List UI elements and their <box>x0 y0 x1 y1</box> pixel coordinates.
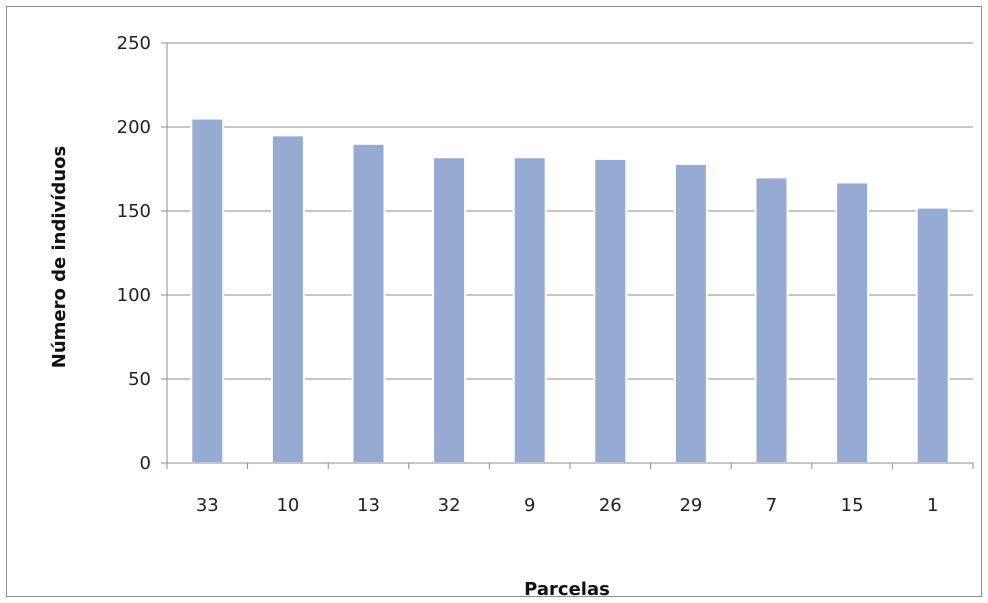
bar <box>270 134 305 464</box>
axes <box>161 42 974 469</box>
x-axis-title: Parcelas <box>524 579 610 598</box>
y-tick-label: 0 <box>140 453 151 474</box>
y-tick-label: 100 <box>117 285 151 306</box>
bar <box>915 206 950 464</box>
bar <box>754 176 789 464</box>
y-tick-label: 50 <box>128 369 151 390</box>
y-tick-label: 200 <box>117 117 151 138</box>
x-tick-label: 32 <box>438 495 461 516</box>
y-tick-labels: 0 50 100 150 200 250 <box>117 33 151 474</box>
x-tick-label: 15 <box>841 495 864 516</box>
x-tick-labels: 33 10 13 32 9 26 29 7 15 1 <box>196 495 939 516</box>
bars <box>190 117 950 465</box>
x-tick-label: 29 <box>679 495 702 516</box>
y-tick-label: 250 <box>117 33 151 54</box>
bar-chart: 0 50 100 150 200 250 33 10 13 32 9 26 29 7 15 1 Parcel… <box>49 33 974 598</box>
bar <box>673 162 708 465</box>
y-tick-label: 150 <box>117 201 151 222</box>
bar <box>432 156 467 465</box>
x-tick-label: 7 <box>766 495 777 516</box>
x-tick-label: 33 <box>196 495 219 516</box>
x-tick-label: 1 <box>927 495 938 516</box>
x-tick-label: 9 <box>524 495 535 516</box>
x-tick-label: 10 <box>276 495 299 516</box>
y-axis-title: Número de indivíduos <box>49 146 70 368</box>
bar <box>512 156 547 465</box>
bar <box>190 117 225 464</box>
x-tick-label: 13 <box>357 495 380 516</box>
bar <box>593 157 628 464</box>
bar <box>351 142 386 465</box>
x-tick-label: 26 <box>599 495 622 516</box>
bar <box>835 181 870 464</box>
chart-frame: 0 50 100 150 200 250 33 10 13 32 9 26 29 7 15 1 Parcel… <box>6 6 982 598</box>
